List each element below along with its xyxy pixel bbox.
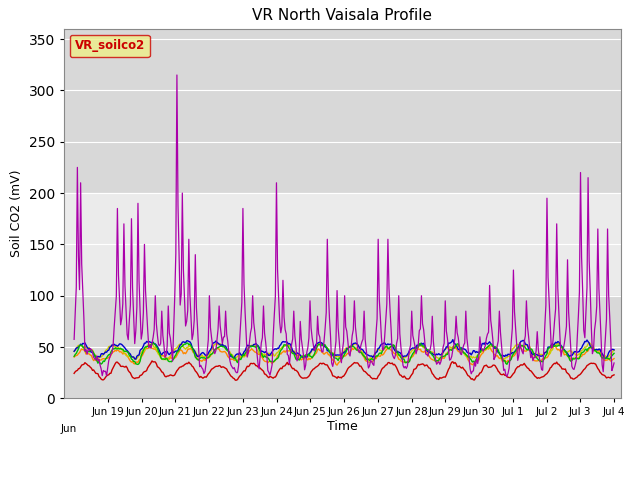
- Text: Jun: Jun: [61, 424, 77, 434]
- Bar: [64, 296, 621, 398]
- Bar: [64, 29, 621, 193]
- X-axis label: Time: Time: [327, 420, 358, 433]
- Title: VR North Vaisala Profile: VR North Vaisala Profile: [252, 9, 433, 24]
- Legend: CO2N_1, CO2N_2, CO2N_3, CO2N_4, North -4cm, East -4cm: CO2N_1, CO2N_2, CO2N_3, CO2N_4, North -4…: [90, 477, 595, 480]
- Bar: [64, 193, 621, 296]
- Y-axis label: Soil CO2 (mV): Soil CO2 (mV): [10, 170, 23, 257]
